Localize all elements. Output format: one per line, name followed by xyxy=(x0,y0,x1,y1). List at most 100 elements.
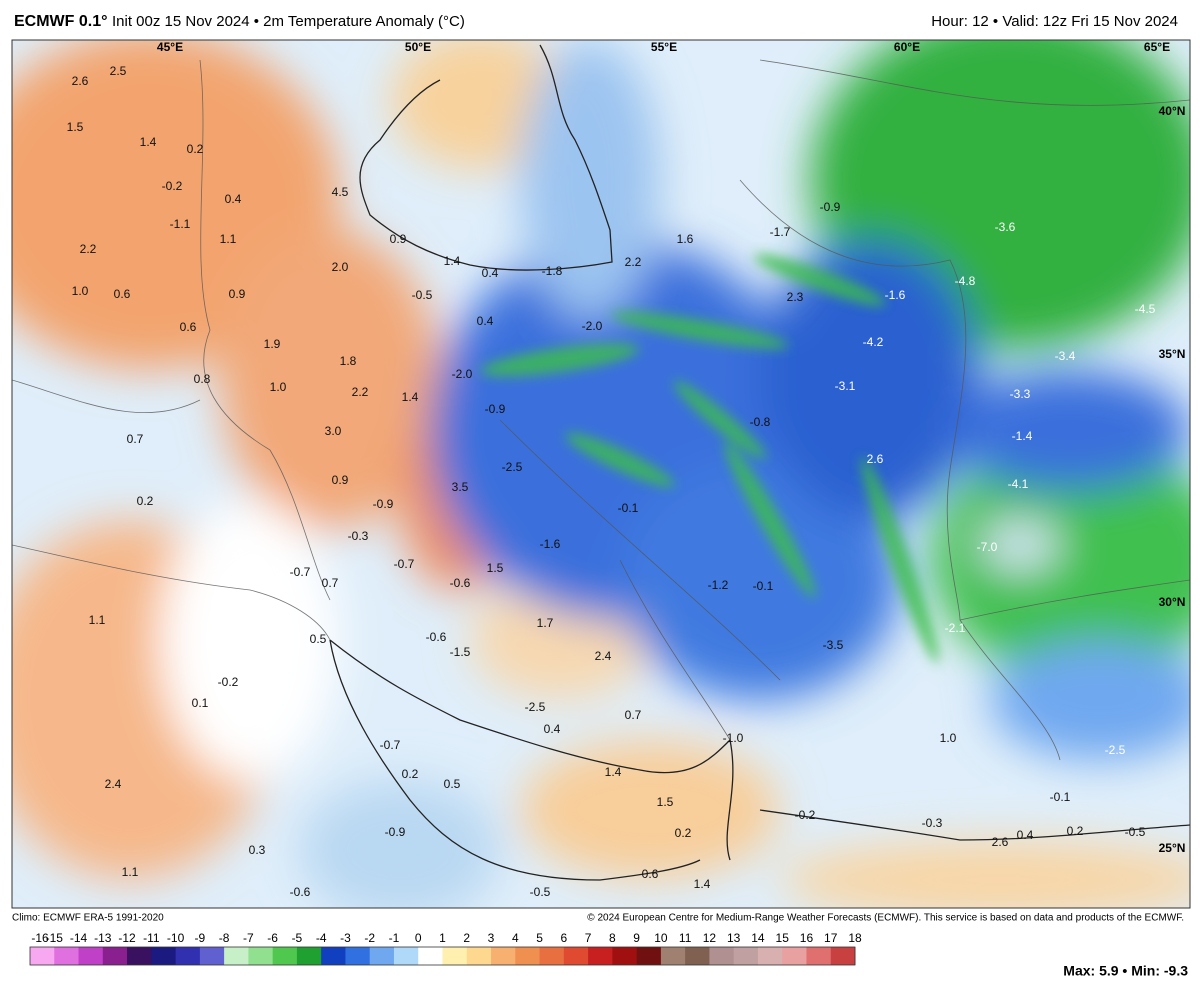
colorbar-cell xyxy=(224,947,249,965)
anomaly-label: -1.1 xyxy=(170,217,191,231)
colorbar-tick-label: -9 xyxy=(195,931,206,945)
anomaly-label: 1.1 xyxy=(220,232,237,246)
subtitle: Init 00z 15 Nov 2024 • 2m Temperature An… xyxy=(112,13,465,30)
anomaly-label: 0.9 xyxy=(229,287,246,301)
colorbar-cell xyxy=(199,947,225,965)
anomaly-label: 1.4 xyxy=(605,765,622,779)
anomaly-label: -2.5 xyxy=(1105,743,1126,757)
model: ECMWF 0.1° xyxy=(14,13,108,30)
colorbar-cell xyxy=(491,947,516,965)
anomaly-label: 1.1 xyxy=(89,613,106,627)
anomaly-label: 0.2 xyxy=(137,494,154,508)
lon-label: 50°E xyxy=(405,40,431,54)
colorbar-tick-label: -1 xyxy=(389,931,400,945)
colorbar-cell xyxy=(248,947,274,965)
colorbar-tick-label: 1 xyxy=(439,931,446,945)
colorbar-tick-label: 11 xyxy=(679,931,692,945)
colorbar-cell xyxy=(151,947,177,965)
anomaly-label: -0.5 xyxy=(1125,825,1146,839)
colorbar-tick-label: 6 xyxy=(560,931,567,945)
colorbar-cell xyxy=(30,947,55,965)
anomaly-label: 0.7 xyxy=(322,576,339,590)
anomaly-label: 4.5 xyxy=(332,185,349,199)
colorbar-tick-label: 7 xyxy=(585,931,592,945)
anomaly-label: -0.5 xyxy=(412,288,433,302)
anomaly-label: -0.8 xyxy=(750,415,771,429)
colorbar-cell xyxy=(466,947,492,965)
anomaly-label: -0.9 xyxy=(373,497,394,511)
anomaly-label: 0.9 xyxy=(390,232,407,246)
colorbar-cell xyxy=(806,947,832,965)
colorbar-tick-label: 15 xyxy=(776,931,790,945)
colorbar-cell xyxy=(321,947,346,965)
colorbar-tick-label: -7 xyxy=(243,931,254,945)
colorbar-cell xyxy=(539,947,565,965)
colorbar-tick-label: 10 xyxy=(654,931,668,945)
anomaly-label: 1.4 xyxy=(694,877,711,891)
anomaly-label: 0.2 xyxy=(187,142,204,156)
anomaly-label: -1.0 xyxy=(723,731,744,745)
max-min: Max: 5.9 • Min: -9.3 xyxy=(1063,963,1188,979)
anomaly-label: -0.1 xyxy=(753,579,774,593)
anomaly-label: -0.9 xyxy=(820,200,841,214)
anomaly-label: 0.1 xyxy=(192,696,209,710)
anomaly-label: 0.4 xyxy=(1017,828,1034,842)
anomaly-label: -0.6 xyxy=(450,576,471,590)
anomaly-label: 2.4 xyxy=(105,777,122,791)
colorbar: -16-15 -14 -13 -12 -11 -10 -9 -8 -7 -6 -5 -4 -3 -2 -1 0… xyxy=(29,931,862,966)
anomaly-label: -0.3 xyxy=(922,816,943,830)
colorbar-tick-label: 18 xyxy=(848,931,862,945)
anomaly-label: 0.4 xyxy=(482,266,499,280)
colorbar-cell xyxy=(418,947,443,965)
colorbar-tick-label: 0 xyxy=(415,931,422,945)
colorbar-tick-label: 9 xyxy=(633,931,640,945)
map-frame xyxy=(11,39,1191,909)
anomaly-label: 2.5 xyxy=(110,64,127,78)
colorbar-tick-label: -16 xyxy=(31,931,49,945)
colorbar-cell xyxy=(78,947,104,965)
colorbar-tick-label: -2 xyxy=(364,931,375,945)
anomaly-label: -0.1 xyxy=(1050,790,1071,804)
anomaly-label: 1.8 xyxy=(340,354,357,368)
anomaly-label: -0.9 xyxy=(485,402,506,416)
anomaly-label: -4.8 xyxy=(955,274,976,288)
anomaly-label: 1.0 xyxy=(270,380,287,394)
anomaly-label: 3.0 xyxy=(325,424,342,438)
anomaly-label: -1.4 xyxy=(1012,429,1033,443)
anomaly-label: -2.0 xyxy=(582,319,603,333)
anomaly-label: -3.4 xyxy=(1055,349,1076,363)
anomaly-label: -7.0 xyxy=(977,540,998,554)
anomaly-label: -0.7 xyxy=(394,557,415,571)
anomaly-label: -0.7 xyxy=(290,565,311,579)
colorbar-tick-label: -3 xyxy=(340,931,351,945)
anomaly-label: 0.2 xyxy=(1067,824,1084,838)
colorbar-tick-label: 8 xyxy=(609,931,616,945)
map xyxy=(12,40,1190,908)
anomaly-label: -4.5 xyxy=(1135,302,1156,316)
colorbar-tick-label: -6 xyxy=(267,931,278,945)
anomaly-label: 1.6 xyxy=(677,232,694,246)
lon-label: 65°E xyxy=(1144,40,1170,54)
anomaly-label: 0.2 xyxy=(675,826,692,840)
anomaly-label: 0.5 xyxy=(310,632,327,646)
anomaly-label: -0.5 xyxy=(530,885,551,899)
colorbar-tick-label: -15 xyxy=(46,931,64,945)
colorbar-tick-label: 3 xyxy=(488,931,495,945)
anomaly-label: 2.0 xyxy=(332,260,349,274)
anomaly-label: 1.1 xyxy=(122,865,139,879)
colorbar-cell xyxy=(709,947,735,965)
anomaly-label: -3.3 xyxy=(1010,387,1031,401)
anomaly-label: 2.6 xyxy=(72,74,89,88)
colorbar-cell xyxy=(175,947,201,965)
anomaly-label: 1.4 xyxy=(402,390,419,404)
colorbar-tick-label: -12 xyxy=(118,931,136,945)
colorbar-cell xyxy=(296,947,322,965)
colorbar-cell xyxy=(660,947,686,965)
anomaly-label: -1.6 xyxy=(885,288,906,302)
colorbar-cell xyxy=(272,947,298,965)
colorbar-cell xyxy=(369,947,395,965)
anomaly-label: -1.6 xyxy=(540,537,561,551)
anomaly-label: 2.6 xyxy=(992,835,1009,849)
lon-label: 55°E xyxy=(651,40,677,54)
colorbar-cell xyxy=(612,947,638,965)
